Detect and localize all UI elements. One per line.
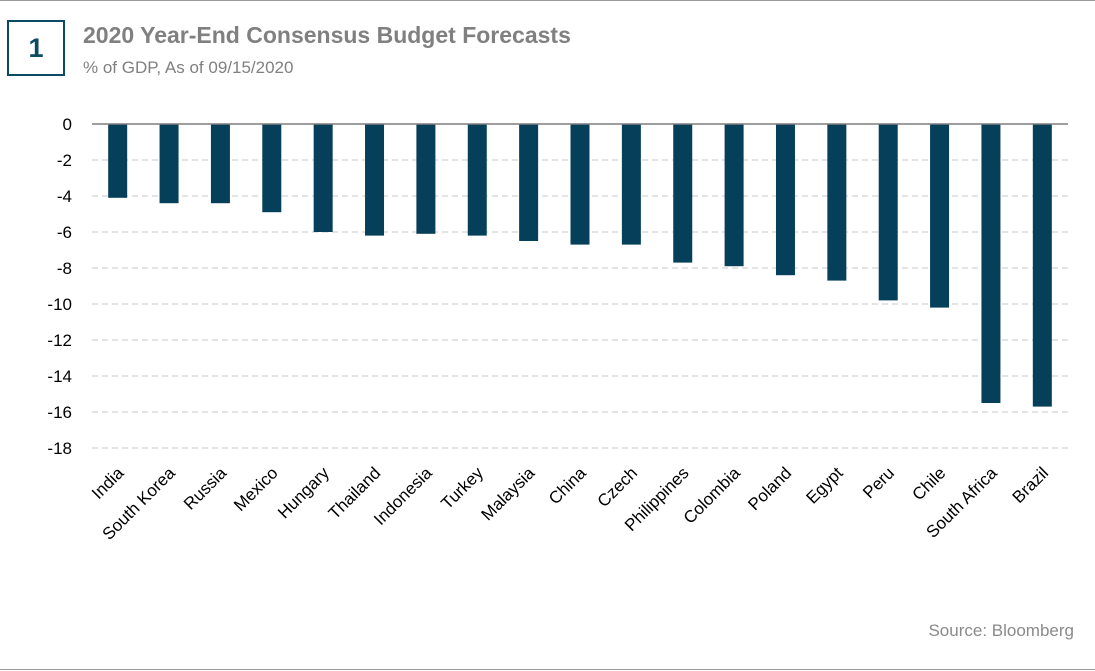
bar-south-africa — [981, 124, 1001, 403]
bar-indonesia — [416, 124, 436, 234]
source-note: Source: Bloomberg — [928, 621, 1074, 640]
bar-malaysia — [519, 124, 539, 241]
y-tick-label: -14 — [47, 367, 72, 386]
bar-south-korea — [159, 124, 179, 204]
y-tick-label: -10 — [47, 295, 72, 314]
y-tick-label: -2 — [57, 151, 72, 170]
bar-turkey — [467, 124, 487, 236]
bar-philippines — [673, 124, 693, 263]
x-category-label: Colombia — [680, 463, 745, 528]
y-tick-label: -16 — [47, 403, 72, 422]
y-axis-tick-labels: 0 -2 -4 -6 -8 -10 -12 -14 -16 -18 — [47, 115, 72, 458]
bar-colombia — [724, 124, 744, 267]
frame-top-rule — [0, 0, 1095, 1]
x-category-label: Egypt — [802, 463, 846, 507]
y-tick-label: 0 — [63, 115, 72, 134]
bar-india — [108, 124, 128, 198]
bar-peru — [878, 124, 898, 301]
bar-mexico — [262, 124, 282, 213]
bar-russia — [210, 124, 230, 204]
frame-bottom-rule — [0, 669, 1095, 670]
bar-china — [570, 124, 590, 245]
x-category-label: Brazil — [1009, 463, 1052, 506]
y-tick-label: -12 — [47, 331, 72, 350]
chart-subtitle: % of GDP, As of 09/15/2020 — [83, 58, 294, 77]
x-category-label: Hungary — [274, 463, 333, 522]
x-category-label: Peru — [859, 463, 898, 502]
bars — [108, 124, 1052, 407]
x-category-label: Chile — [909, 463, 950, 504]
bar-poland — [775, 124, 795, 276]
gridlines — [92, 159, 1068, 449]
x-category-label: Czech — [594, 463, 642, 511]
bar-czech — [621, 124, 641, 245]
bar-egypt — [827, 124, 847, 281]
y-tick-label: -8 — [57, 259, 72, 278]
bar-thailand — [365, 124, 385, 236]
x-category-label: Poland — [744, 463, 795, 514]
x-category-label: Malaysia — [478, 463, 539, 524]
chart-number-badge: 1 — [7, 20, 65, 76]
y-tick-label: -6 — [57, 223, 72, 242]
x-category-label: Russia — [180, 463, 231, 514]
bar-brazil — [1032, 124, 1052, 407]
chart-title: 2020 Year-End Consensus Budget Forecasts — [83, 22, 571, 48]
x-category-label: India — [88, 463, 128, 503]
bar-chile — [930, 124, 950, 308]
x-category-label: Turkey — [437, 463, 487, 513]
bar-hungary — [313, 124, 333, 232]
x-category-label: China — [545, 463, 590, 508]
y-tick-label: -4 — [57, 187, 72, 206]
x-category-label: Mexico — [230, 463, 282, 515]
y-tick-label: -18 — [47, 439, 72, 458]
